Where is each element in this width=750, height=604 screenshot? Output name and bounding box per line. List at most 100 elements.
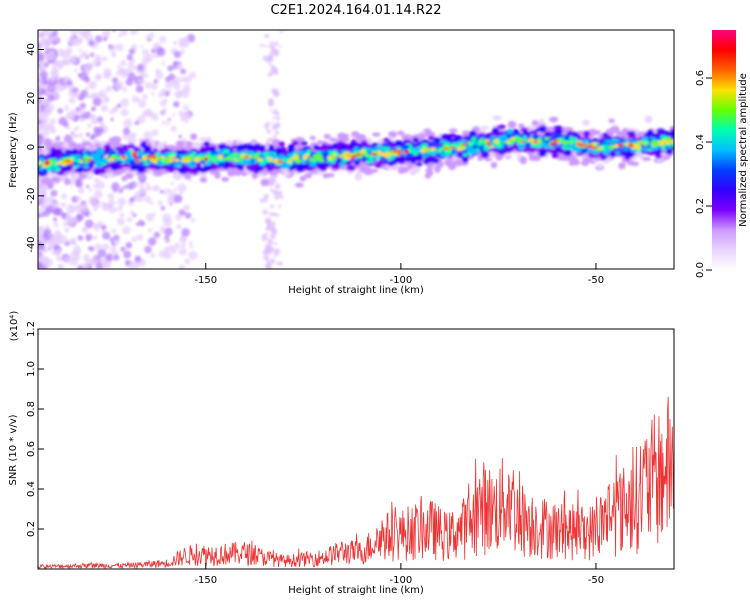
spectrogram-speckle — [184, 119, 189, 124]
spectrogram-speckle — [113, 234, 120, 242]
spectrogram-cell — [359, 166, 370, 173]
spectrogram-cell — [68, 141, 77, 149]
spectrogram-speckle — [48, 239, 58, 249]
spectrogram-speckle — [43, 80, 49, 85]
spectrogram-speckle — [188, 240, 193, 245]
spectrogram-speckle — [111, 241, 116, 247]
spectrogram-speckle — [116, 103, 122, 108]
spectrogram-cell — [538, 125, 547, 133]
spectrogram-cell — [397, 130, 405, 136]
spectrogram-speckle — [80, 117, 85, 123]
spectrogram-cell — [287, 143, 295, 151]
spectrogram-speckle — [65, 112, 74, 120]
spectrogram-speckle — [96, 181, 105, 190]
spectrogram-speckle — [269, 233, 276, 240]
spectrogram-cell — [618, 162, 626, 170]
spectrogram-cell — [38, 146, 43, 152]
spectrogram-speckle — [274, 194, 280, 200]
spectrogram-speckle — [166, 188, 172, 193]
spectrogram-speckle — [274, 69, 278, 73]
spectrogram-speckle — [178, 190, 183, 195]
spectrogram-speckle — [142, 55, 149, 63]
spectrogram-cell — [416, 162, 423, 167]
spectrogram-speckle — [44, 224, 50, 230]
spectrogram-speckle — [125, 241, 133, 249]
spectrogram-cell — [421, 143, 429, 147]
spectrogram-cell — [316, 140, 324, 145]
spectrogram-cell — [341, 137, 350, 143]
spectrogram-cell — [582, 119, 590, 126]
spectrogram-cell — [394, 155, 404, 163]
spectrogram-speckle — [55, 83, 64, 93]
spectrogram-cell — [492, 115, 502, 121]
spectrogram-speckle — [94, 74, 101, 81]
spectrogram-speckle — [188, 250, 198, 260]
spectrogram-speckle — [129, 197, 135, 203]
spectrogram-cell — [209, 145, 217, 152]
spectrogram-speckle — [64, 107, 69, 112]
spectrogram-cell — [542, 149, 549, 154]
spectrogram-speckle — [101, 229, 106, 235]
spectrogram-speckle — [52, 217, 58, 222]
spectrogram-speckle — [153, 79, 159, 84]
spectrogram-speckle — [114, 241, 119, 246]
spectrogram-cell — [190, 133, 198, 140]
spectrogram-cell — [163, 148, 170, 153]
spectrogram-speckle — [61, 212, 66, 218]
spectrogram-cell — [104, 172, 113, 177]
spectrogram-cell — [139, 143, 147, 148]
spectrogram-speckle — [119, 188, 124, 193]
spectrogram-speckle — [152, 186, 157, 191]
spectrogram-speckle — [88, 80, 97, 90]
spectrogram-speckle — [153, 53, 159, 59]
spectrogram-speckle — [123, 250, 132, 259]
spectrogram-speckle — [88, 212, 93, 216]
spectrogram-cell — [40, 178, 51, 185]
spectrogram-speckle — [42, 129, 50, 137]
spectrogram-speckle — [126, 182, 134, 190]
spectrogram-speckle — [147, 38, 151, 42]
spectrogram-speckle — [183, 104, 190, 111]
spectrogram-speckle — [165, 76, 171, 83]
spectrogram-speckle — [117, 239, 121, 243]
spectrogram-speckle — [174, 80, 179, 85]
spectrogram-cell — [588, 128, 597, 135]
spectrogram-speckle — [151, 129, 159, 137]
spectrogram-cell — [199, 137, 209, 142]
spectrogram-speckle — [269, 182, 274, 187]
spectrogram-speckle — [158, 91, 165, 98]
spectrogram-speckle — [274, 130, 280, 135]
spectrogram-speckle — [127, 216, 133, 223]
spectrogram-speckle — [156, 47, 166, 57]
spectrogram-speckle — [59, 235, 68, 245]
spectrogram-speckle — [168, 244, 175, 251]
spectrogram-speckle — [162, 189, 169, 195]
spectrogram-speckle — [122, 127, 131, 135]
spectrogram-speckle — [129, 210, 134, 215]
spectrogram-cell — [50, 177, 61, 183]
spectrogram-speckle — [181, 228, 190, 237]
spectrogram-speckle — [269, 221, 276, 227]
spectrogram-speckle — [83, 111, 92, 120]
spectrogram-cell — [665, 150, 674, 155]
spectrogram-cell — [597, 163, 604, 169]
spectrogram-speckle — [274, 248, 281, 255]
spectrogram-speckle — [108, 109, 115, 115]
spectrogram-speckle — [66, 125, 71, 130]
spectrogram-speckle — [276, 213, 280, 217]
spectrogram-speckle — [189, 244, 193, 249]
spectrogram-cell — [447, 162, 456, 171]
spectrogram-speckle — [64, 214, 71, 221]
spectrogram-cell — [388, 131, 398, 138]
spectrogram-speckle — [63, 256, 72, 264]
spectrogram-speckle — [269, 41, 274, 45]
spectrogram-speckle — [39, 69, 44, 73]
spectrogram-speckle — [42, 209, 51, 217]
spectrogram-speckle — [61, 57, 70, 66]
spectrogram-speckle — [115, 71, 120, 76]
spectrogram-speckle — [84, 219, 94, 229]
spectrogram-cell — [609, 126, 620, 133]
spectrogram-speckle — [53, 248, 62, 257]
spectrogram-speckle — [99, 121, 105, 128]
spectrogram-cell — [410, 167, 420, 174]
